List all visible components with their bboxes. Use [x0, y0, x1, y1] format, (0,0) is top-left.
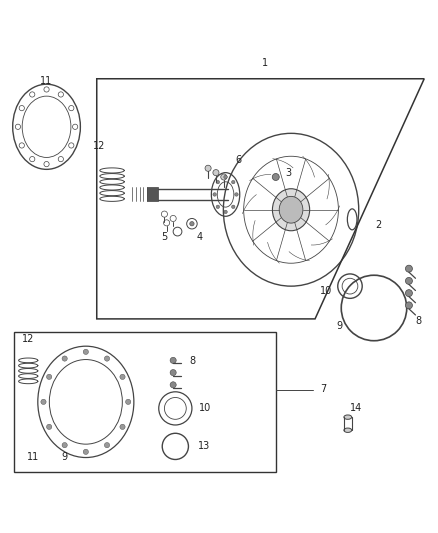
Circle shape	[221, 174, 227, 180]
Circle shape	[46, 424, 52, 430]
Circle shape	[170, 369, 176, 376]
Circle shape	[213, 193, 216, 196]
Circle shape	[170, 382, 176, 388]
Circle shape	[83, 349, 88, 354]
Circle shape	[120, 424, 125, 430]
Text: 4: 4	[196, 232, 202, 242]
Circle shape	[232, 205, 235, 208]
Ellipse shape	[344, 428, 352, 432]
Text: 10: 10	[199, 403, 211, 414]
Circle shape	[46, 374, 52, 379]
Text: 12: 12	[22, 334, 35, 344]
Circle shape	[205, 165, 211, 171]
Bar	[14, 332, 276, 472]
Circle shape	[120, 374, 125, 379]
Text: 9: 9	[336, 321, 342, 332]
Circle shape	[406, 277, 413, 285]
Text: 10: 10	[320, 286, 332, 296]
Circle shape	[41, 399, 46, 405]
Text: 6: 6	[236, 155, 242, 165]
Circle shape	[190, 222, 194, 226]
Circle shape	[104, 442, 110, 448]
Text: 1: 1	[262, 59, 268, 68]
Text: 5: 5	[161, 232, 168, 242]
Circle shape	[224, 210, 227, 214]
Circle shape	[224, 175, 227, 179]
Circle shape	[232, 180, 235, 184]
Text: 14: 14	[350, 403, 363, 414]
Circle shape	[406, 265, 413, 272]
Circle shape	[126, 399, 131, 405]
Text: 13: 13	[198, 441, 210, 451]
Text: 12: 12	[93, 141, 105, 151]
Circle shape	[104, 356, 110, 361]
Circle shape	[216, 205, 219, 208]
Text: 9: 9	[61, 453, 67, 462]
Text: 8: 8	[190, 356, 196, 366]
Text: 3: 3	[286, 168, 292, 177]
Text: 8: 8	[415, 316, 421, 326]
Circle shape	[406, 302, 413, 309]
Circle shape	[235, 193, 238, 196]
Ellipse shape	[344, 415, 352, 419]
Text: 11: 11	[40, 76, 53, 86]
Circle shape	[62, 356, 67, 361]
Circle shape	[406, 289, 413, 297]
Circle shape	[170, 357, 176, 364]
Circle shape	[213, 169, 219, 176]
Text: 11: 11	[27, 453, 39, 462]
Circle shape	[83, 449, 88, 455]
Polygon shape	[147, 188, 158, 201]
Text: 2: 2	[375, 220, 381, 230]
Ellipse shape	[279, 196, 303, 223]
Ellipse shape	[272, 189, 310, 231]
Circle shape	[62, 442, 67, 448]
Circle shape	[216, 180, 219, 184]
Text: 7: 7	[321, 384, 327, 394]
Circle shape	[272, 174, 279, 181]
